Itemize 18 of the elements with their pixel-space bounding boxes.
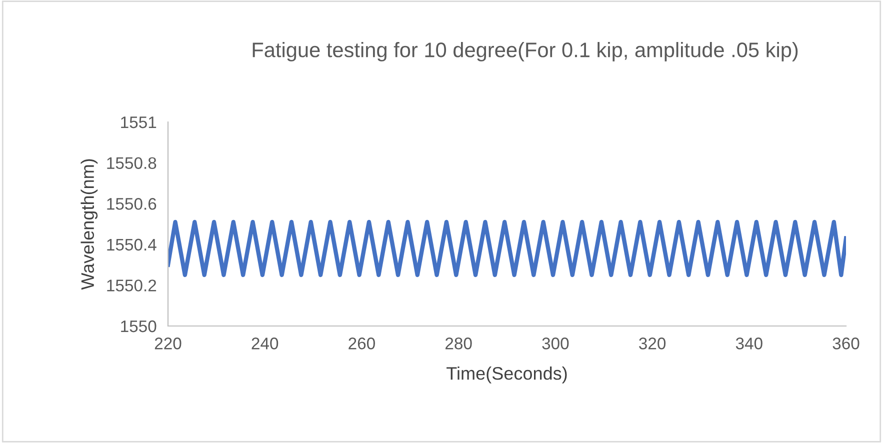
x-tick-label: 280 [446,338,472,350]
x-tick-label: 360 [832,338,860,350]
y-tick-label: 1550.6 [107,198,156,210]
x-tick-label: 300 [542,338,569,350]
line-series [168,220,846,278]
x-tick-label: 340 [736,338,762,350]
y-tick-label: 1551 [121,116,156,128]
y-tick-label: 1550.8 [107,157,156,170]
y-tick-label: 1550.2 [107,280,156,292]
x-axis-title: Time(Seconds) [446,366,567,384]
x-tick-label: 260 [348,338,375,350]
y-tick-label: 1550 [121,320,156,332]
x-tick-label: 240 [252,338,278,350]
chart-title: Fatigue testing for 10 degree(For 0.1 kip, amplitude .05 kip) [252,42,798,62]
x-tick-label: 320 [639,338,666,350]
y-axis-title: Wavelength(nm) [80,159,98,290]
x-tick-label: 220 [154,338,182,350]
y-tick-label: 1550.4 [107,238,156,251]
